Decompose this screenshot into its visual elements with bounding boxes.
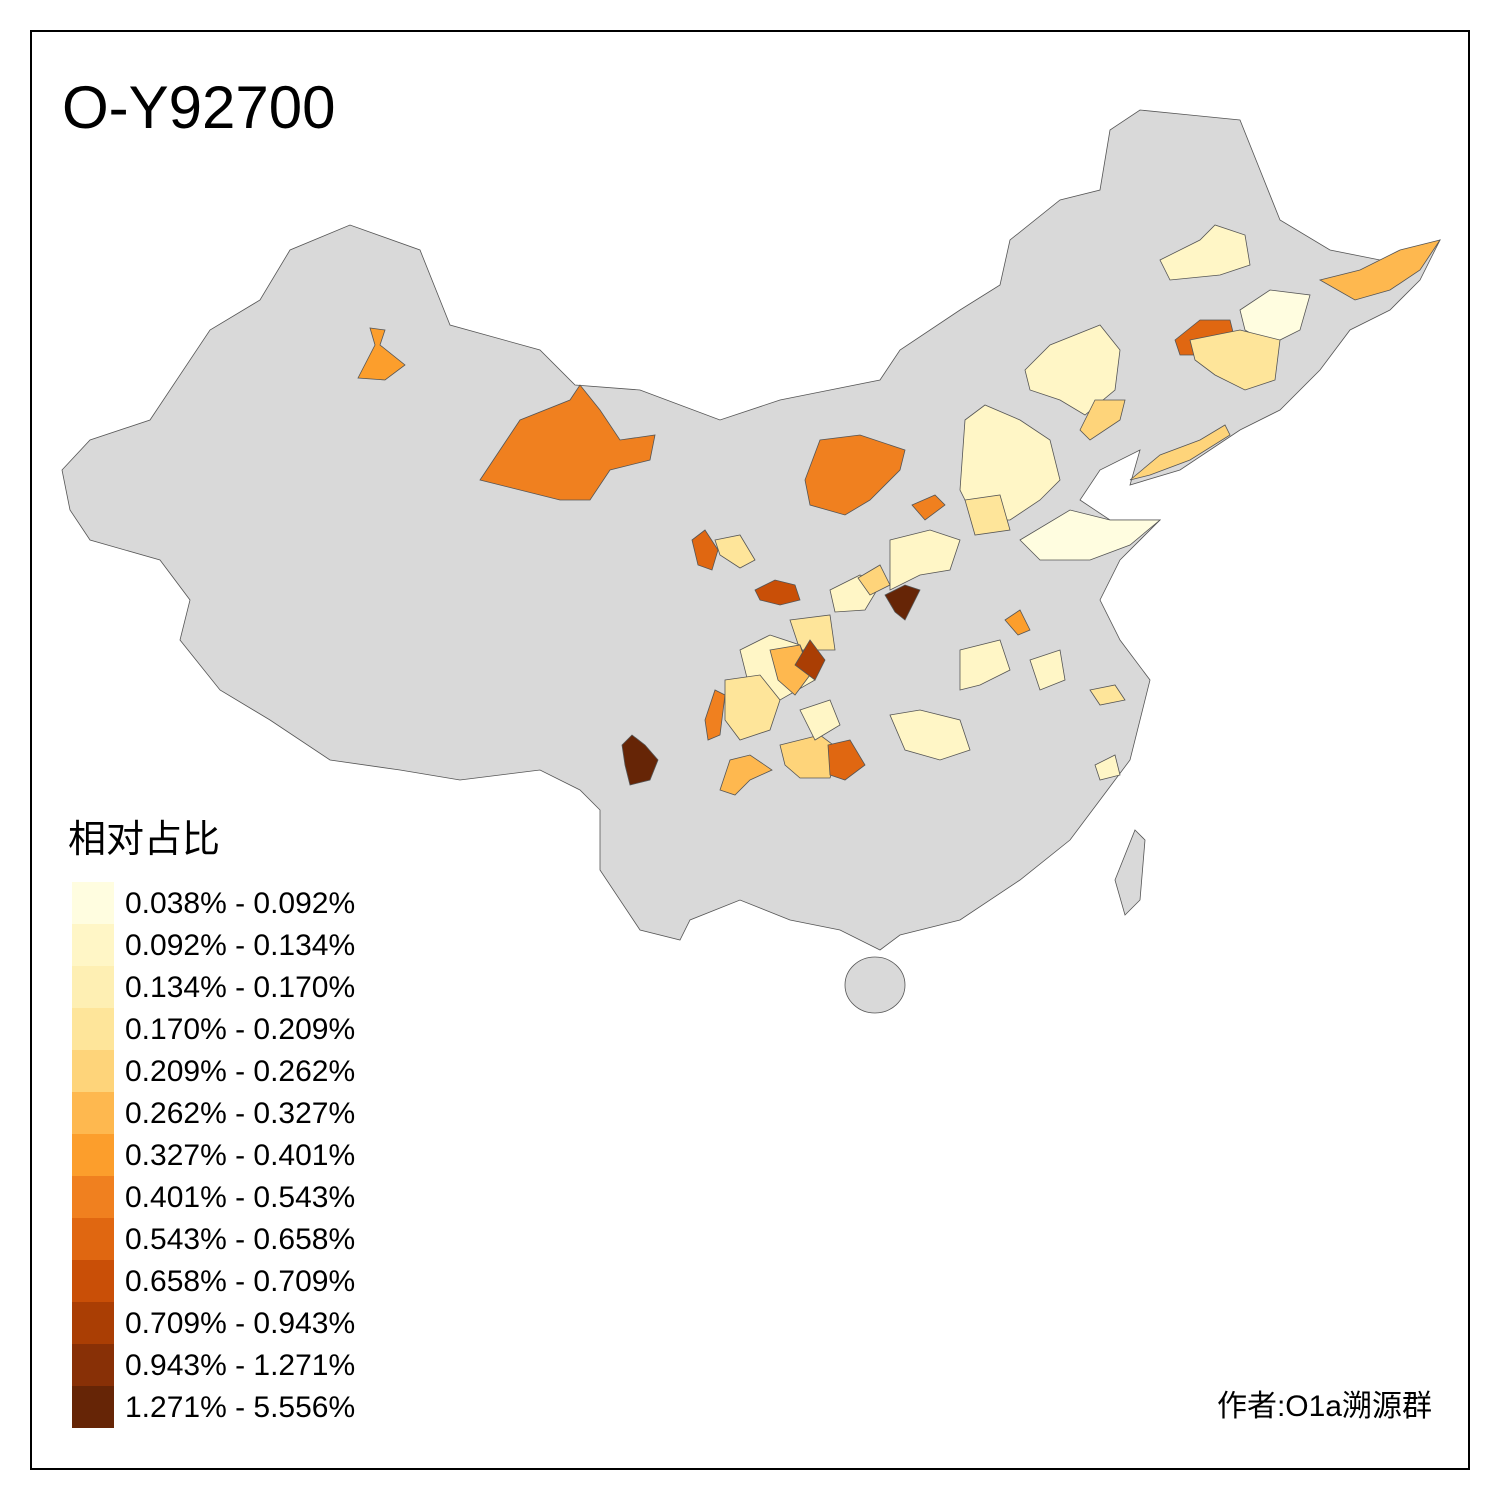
region — [857, 564, 891, 596]
author-credit: 作者:O1a溯源群 — [1217, 1390, 1432, 1423]
region — [827, 739, 866, 781]
legend-label: 0.038% - 0.092% — [125, 887, 355, 920]
legend-swatch — [72, 1302, 114, 1344]
legend-label: 0.543% - 0.658% — [125, 1223, 355, 1256]
region — [691, 529, 719, 571]
legend-swatch — [72, 1008, 114, 1050]
region — [959, 639, 1011, 691]
region — [1079, 399, 1126, 441]
legend-label: 0.209% - 0.262% — [125, 1055, 355, 1088]
region — [1318, 239, 1441, 301]
region — [799, 699, 841, 741]
region — [714, 534, 756, 569]
legend-swatch — [72, 1134, 114, 1176]
legend-label: 0.658% - 0.709% — [125, 1265, 355, 1298]
island — [844, 956, 906, 1014]
legend-label: 0.134% - 0.170% — [125, 971, 355, 1004]
legend-label: 0.401% - 0.543% — [125, 1181, 355, 1214]
region — [1129, 424, 1231, 481]
island — [1114, 829, 1146, 916]
region — [1094, 754, 1121, 781]
legend-swatch — [72, 1092, 114, 1134]
legend-swatch — [72, 1050, 114, 1092]
legend-label: 0.327% - 0.401% — [125, 1139, 355, 1172]
region — [804, 434, 906, 516]
region — [964, 494, 1011, 536]
region — [911, 494, 946, 521]
legend-swatch — [72, 1218, 114, 1260]
map-title: O-Y92700 — [62, 74, 336, 141]
legend-swatch — [72, 1176, 114, 1218]
region — [719, 754, 773, 796]
region — [794, 639, 826, 681]
region — [1004, 609, 1031, 636]
region — [357, 327, 406, 381]
legend-swatch — [72, 1386, 114, 1428]
legend-label: 0.170% - 0.209% — [125, 1013, 355, 1046]
region — [621, 734, 659, 786]
legend-label: 0.262% - 0.327% — [125, 1097, 355, 1130]
china-map — [61, 109, 1441, 1014]
legend-label: 0.092% - 0.134% — [125, 929, 355, 962]
legend-label: 1.271% - 5.556% — [125, 1391, 355, 1424]
region — [754, 579, 801, 606]
region — [1024, 324, 1121, 416]
legend-label: 0.709% - 0.943% — [125, 1307, 355, 1340]
legend-title: 相对占比 — [68, 819, 220, 861]
legend-swatch — [72, 1260, 114, 1302]
region — [1239, 289, 1311, 346]
region — [889, 529, 961, 591]
region — [479, 384, 656, 501]
legend: 0.038% - 0.092% 0.092% - 0.134% 0.134% - 0… — [72, 882, 355, 1428]
legend-swatch — [72, 1344, 114, 1386]
region — [1019, 509, 1162, 561]
region — [1029, 649, 1066, 691]
region — [889, 709, 971, 761]
region — [789, 614, 836, 651]
region — [884, 584, 921, 621]
region — [724, 674, 781, 741]
country-outline — [61, 109, 1441, 951]
legend-label: 0.943% - 1.271% — [125, 1349, 355, 1382]
legend-swatch — [72, 924, 114, 966]
legend-swatch — [72, 966, 114, 1008]
legend-swatch — [72, 882, 114, 924]
region — [1089, 684, 1126, 706]
region — [1189, 329, 1281, 391]
region — [1159, 224, 1251, 281]
region — [704, 689, 726, 741]
